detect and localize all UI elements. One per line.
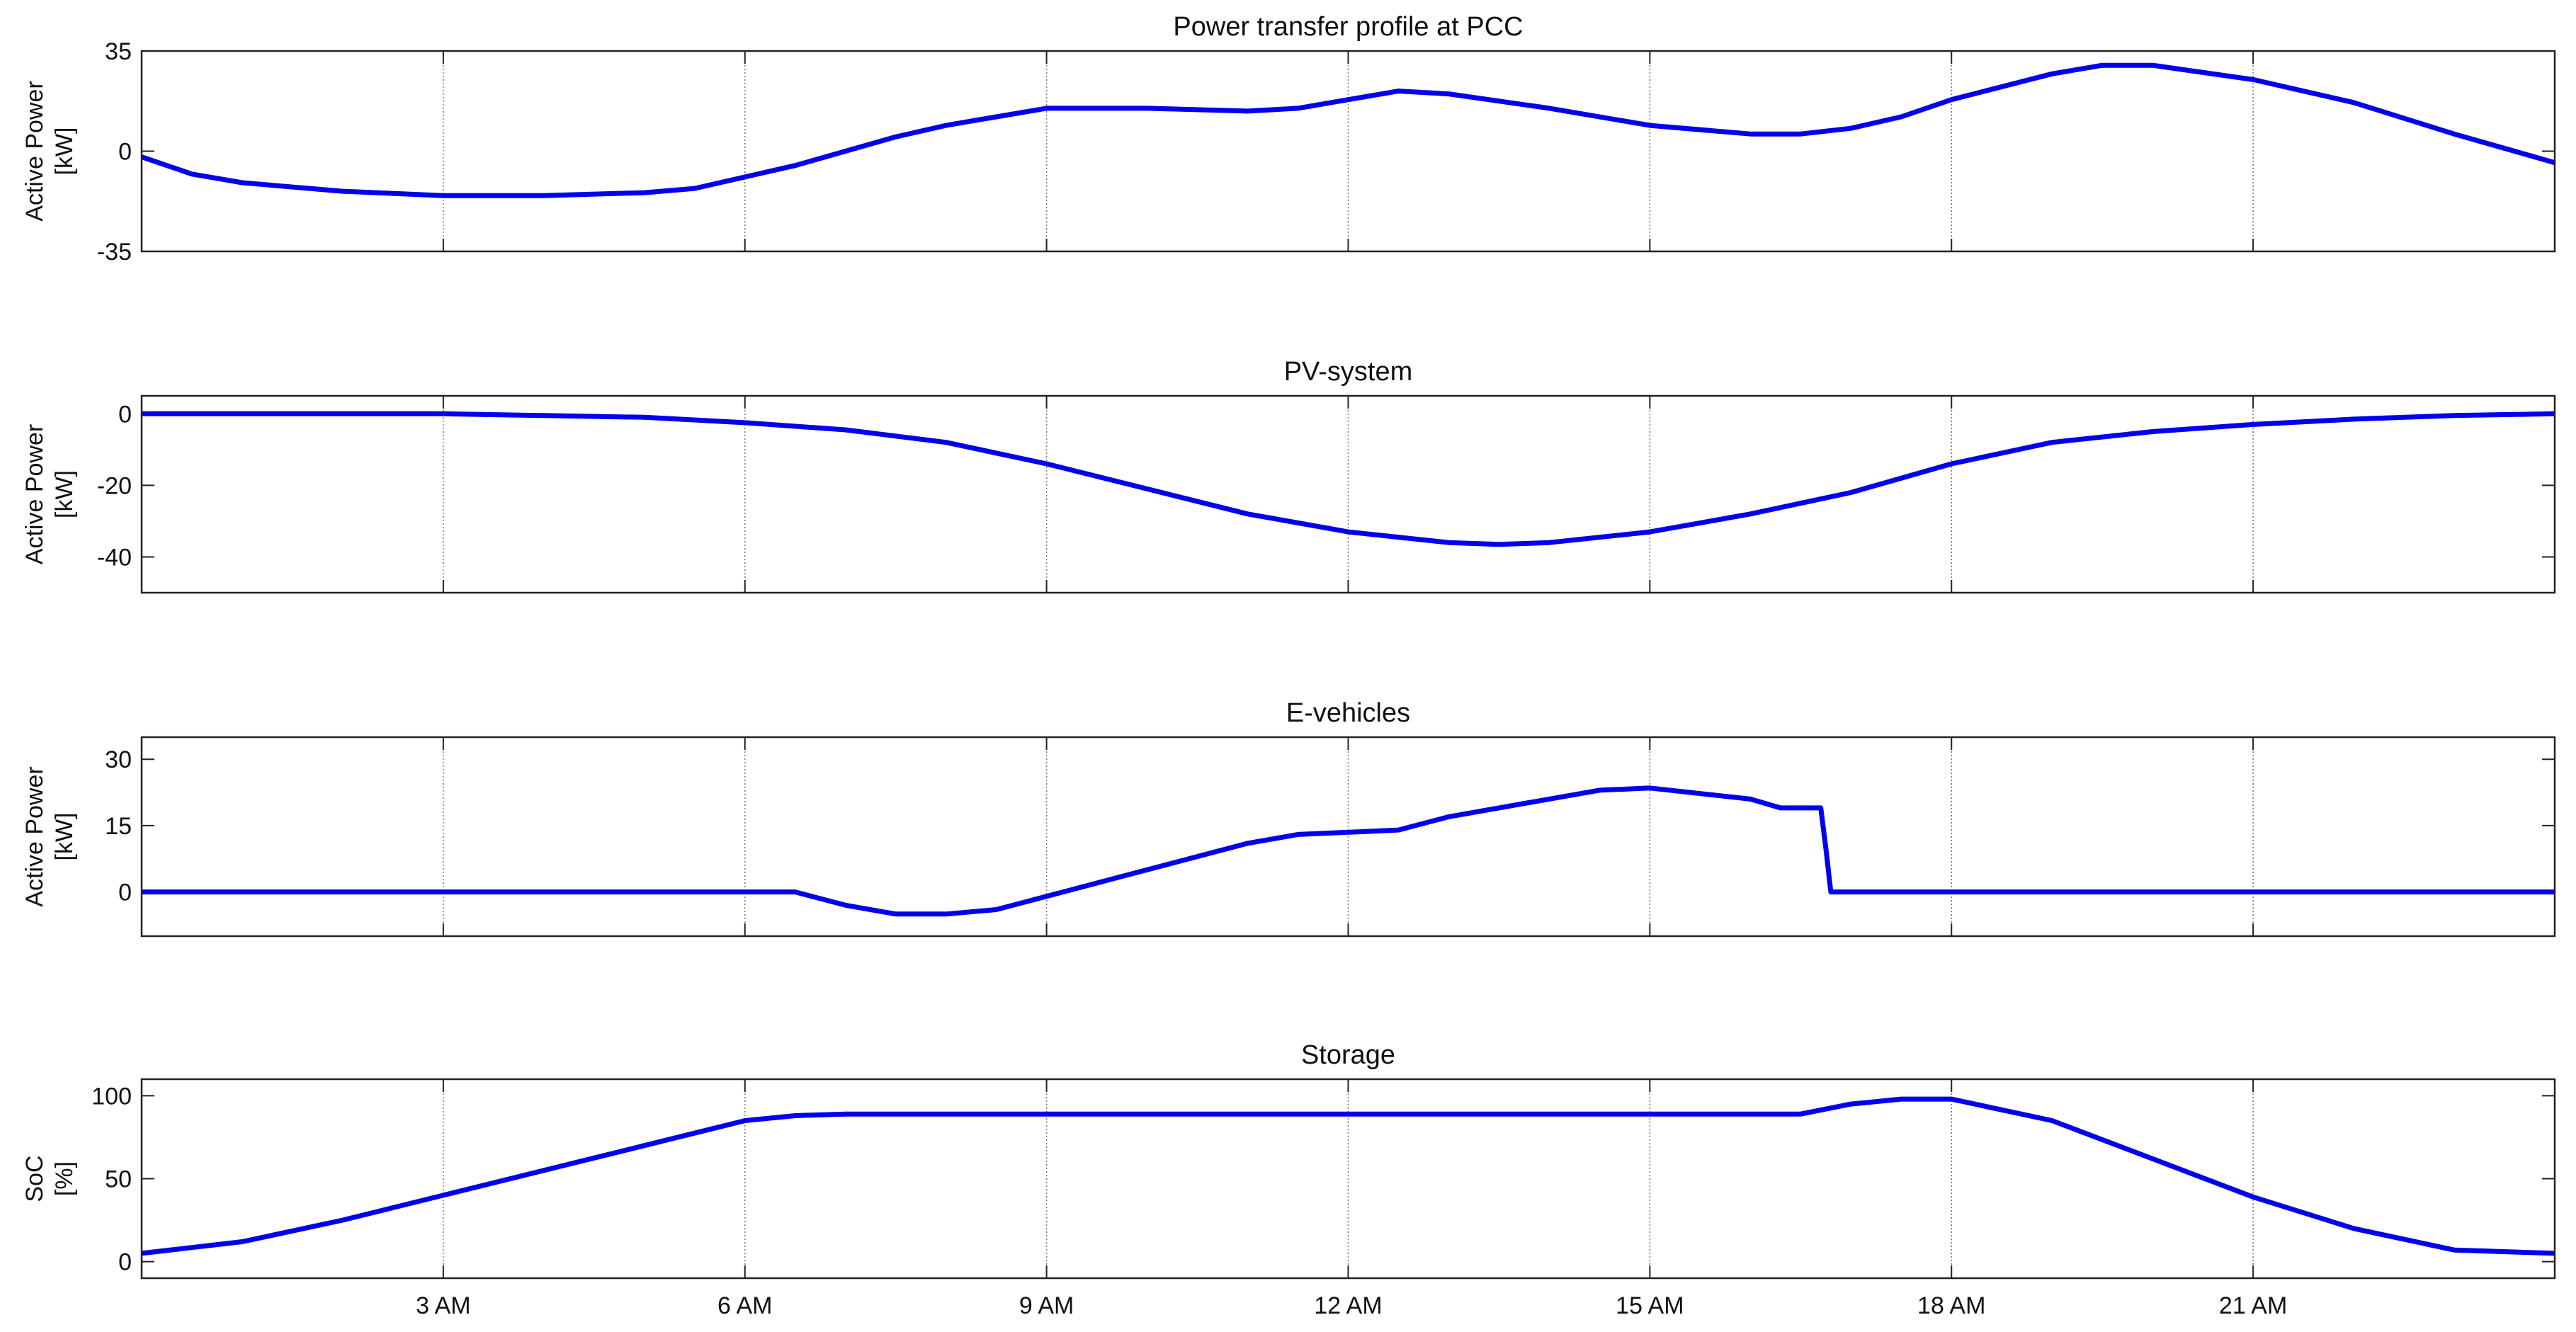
plot-frame [140, 394, 2556, 594]
y-axis-label: SoC [21, 1155, 48, 1202]
chart-title: Storage [1301, 1040, 1395, 1070]
x-tick-label: 6 AM [717, 1292, 772, 1319]
y-axis-label: Active Power [21, 766, 48, 906]
x-tick-label: 21 AM [2219, 1292, 2287, 1319]
y-axis-label: [kW] [51, 127, 78, 176]
y-tick-label: 0 [118, 880, 132, 906]
y-tick-label: 35 [105, 38, 132, 65]
plot-frame [140, 1078, 2556, 1280]
data-line [142, 785, 2555, 917]
plot-frame [140, 736, 2556, 938]
y-axis-label: Active Power [21, 81, 48, 221]
y-tick-label: 100 [91, 1083, 132, 1110]
y-axis-label: Active Power [21, 424, 48, 564]
y-tick-label: 0 [118, 1249, 132, 1276]
y-tick-label: 50 [105, 1166, 132, 1193]
y-tick-label: -35 [97, 239, 132, 266]
chart-title: PV-system [1284, 357, 1413, 387]
y-tick-label: 15 [105, 813, 132, 840]
data-line [140, 62, 2555, 198]
y-axis-label: [kW] [51, 470, 78, 518]
y-tick-label: 0 [118, 401, 132, 428]
y-tick-label: 30 [105, 746, 132, 773]
plot-frame [140, 50, 2556, 253]
y-axis-label: [kW] [51, 813, 78, 861]
y-tick-label: -40 [97, 544, 132, 571]
x-tick-label: 18 AM [1917, 1292, 1985, 1319]
data-line [141, 1096, 2555, 1256]
x-tick-label: 3 AM [416, 1292, 470, 1319]
y-axis-label: [%] [51, 1161, 78, 1196]
x-tick-label: 12 AM [1314, 1292, 1382, 1319]
chart-title: Power transfer profile at PCC [1173, 12, 1523, 42]
y-tick-label: -20 [97, 472, 132, 499]
chart-title: E-vehicles [1286, 698, 1410, 728]
data-line [142, 411, 2555, 547]
y-tick-label: 0 [118, 139, 132, 166]
x-tick-label: 9 AM [1019, 1292, 1074, 1319]
x-tick-label: 15 AM [1616, 1292, 1684, 1319]
